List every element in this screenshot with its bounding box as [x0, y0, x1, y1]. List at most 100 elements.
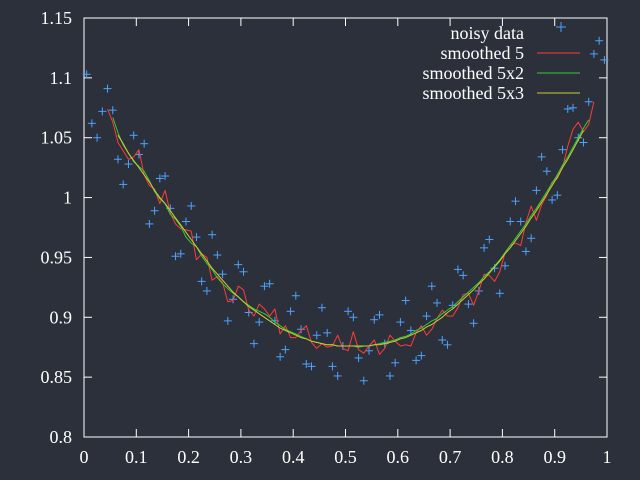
plot-frame	[83, 17, 608, 438]
data-point	[218, 270, 227, 279]
data-point	[495, 289, 504, 298]
data-point	[202, 286, 211, 295]
data-point	[161, 172, 170, 181]
data-point	[93, 133, 102, 142]
x-tick-label: 0	[80, 447, 89, 467]
data-point	[349, 313, 358, 322]
data-point	[286, 307, 295, 316]
data-point	[354, 353, 363, 362]
data-point	[113, 155, 122, 164]
data-point	[276, 352, 285, 361]
data-point	[255, 318, 264, 327]
legend-label-smoothed5x3: smoothed 5x3	[423, 83, 525, 103]
data-point	[213, 251, 222, 260]
data-point	[239, 267, 248, 276]
data-point	[548, 195, 557, 204]
y-tick-label: 0.9	[50, 307, 73, 327]
data-point	[527, 234, 536, 243]
data-point	[208, 230, 217, 239]
x-tick-label: 0.7	[439, 447, 462, 467]
y-tick-label: 0.8	[50, 427, 73, 447]
data-point	[192, 233, 201, 242]
data-point	[323, 328, 332, 337]
y-tick-label: 1.05	[41, 128, 73, 148]
data-point	[317, 303, 326, 312]
data-point	[365, 346, 374, 355]
data-point	[291, 291, 300, 300]
data-point	[108, 106, 117, 115]
data-point	[464, 300, 473, 309]
data-point	[307, 362, 316, 371]
data-point	[333, 371, 342, 380]
x-tick-label: 0.4	[282, 447, 305, 467]
data-point	[140, 139, 149, 148]
data-point	[171, 252, 180, 261]
data-point	[537, 152, 546, 161]
x-tick-label: 0.3	[230, 447, 253, 467]
data-point	[553, 191, 562, 200]
x-tick-label: 0.2	[177, 447, 200, 467]
data-point	[532, 186, 541, 195]
data-point	[542, 167, 551, 176]
series-smoothed-5x2	[112, 117, 590, 348]
data-point	[82, 70, 91, 79]
x-tick-label: 0.5	[334, 447, 357, 467]
legend-swatch-noisy	[556, 22, 566, 32]
data-point	[391, 358, 400, 367]
data-point	[181, 217, 190, 226]
data-point	[297, 325, 306, 334]
legend-label-noisy: noisy data	[451, 23, 525, 43]
data-point	[485, 235, 494, 244]
data-point	[516, 217, 525, 226]
data-point	[312, 331, 321, 340]
data-point	[129, 131, 138, 140]
x-tick-label: 1	[603, 447, 612, 467]
data-point	[375, 310, 384, 319]
data-point	[234, 260, 243, 269]
data-point	[281, 345, 290, 354]
x-tick-label: 0.6	[387, 447, 410, 467]
series-smoothed-5	[107, 101, 595, 355]
data-point	[511, 197, 520, 206]
data-point	[459, 271, 468, 280]
legend: noisy data smoothed 5 smoothed 5x2 smoot…	[423, 22, 580, 103]
data-point	[584, 97, 593, 106]
data-point	[406, 326, 415, 335]
data-point	[595, 36, 604, 45]
y-tick-label: 0.85	[41, 367, 73, 387]
data-point	[328, 362, 337, 371]
data-point	[480, 243, 489, 252]
data-point	[427, 282, 436, 291]
data-point	[385, 371, 394, 380]
y-tick-label: 1.1	[50, 68, 73, 88]
data-point	[98, 107, 107, 116]
data-point	[422, 312, 431, 321]
data-point	[176, 249, 185, 258]
data-point	[119, 180, 128, 189]
data-point	[563, 104, 572, 113]
data-point	[448, 301, 457, 310]
data-point	[370, 315, 379, 324]
data-point	[501, 261, 510, 270]
data-point	[344, 307, 353, 316]
data-point	[401, 296, 410, 305]
data-point	[433, 298, 442, 307]
data-point	[396, 318, 405, 327]
data-point	[569, 103, 578, 112]
series-layer	[82, 36, 609, 385]
x-tick-label: 0.1	[125, 447, 148, 467]
data-point	[469, 319, 478, 328]
series-smoothed-5x3	[117, 130, 584, 347]
data-point	[265, 279, 274, 288]
data-point	[600, 55, 609, 64]
data-point	[417, 351, 426, 360]
data-point	[155, 174, 164, 183]
data-point	[197, 277, 206, 286]
data-point	[150, 206, 159, 215]
legend-label-smoothed5: smoothed 5	[441, 43, 525, 63]
y-tick-label: 1.15	[41, 8, 73, 28]
data-point	[223, 316, 232, 325]
legend-label-smoothed5x2: smoothed 5x2	[423, 63, 525, 83]
data-point	[87, 119, 96, 128]
